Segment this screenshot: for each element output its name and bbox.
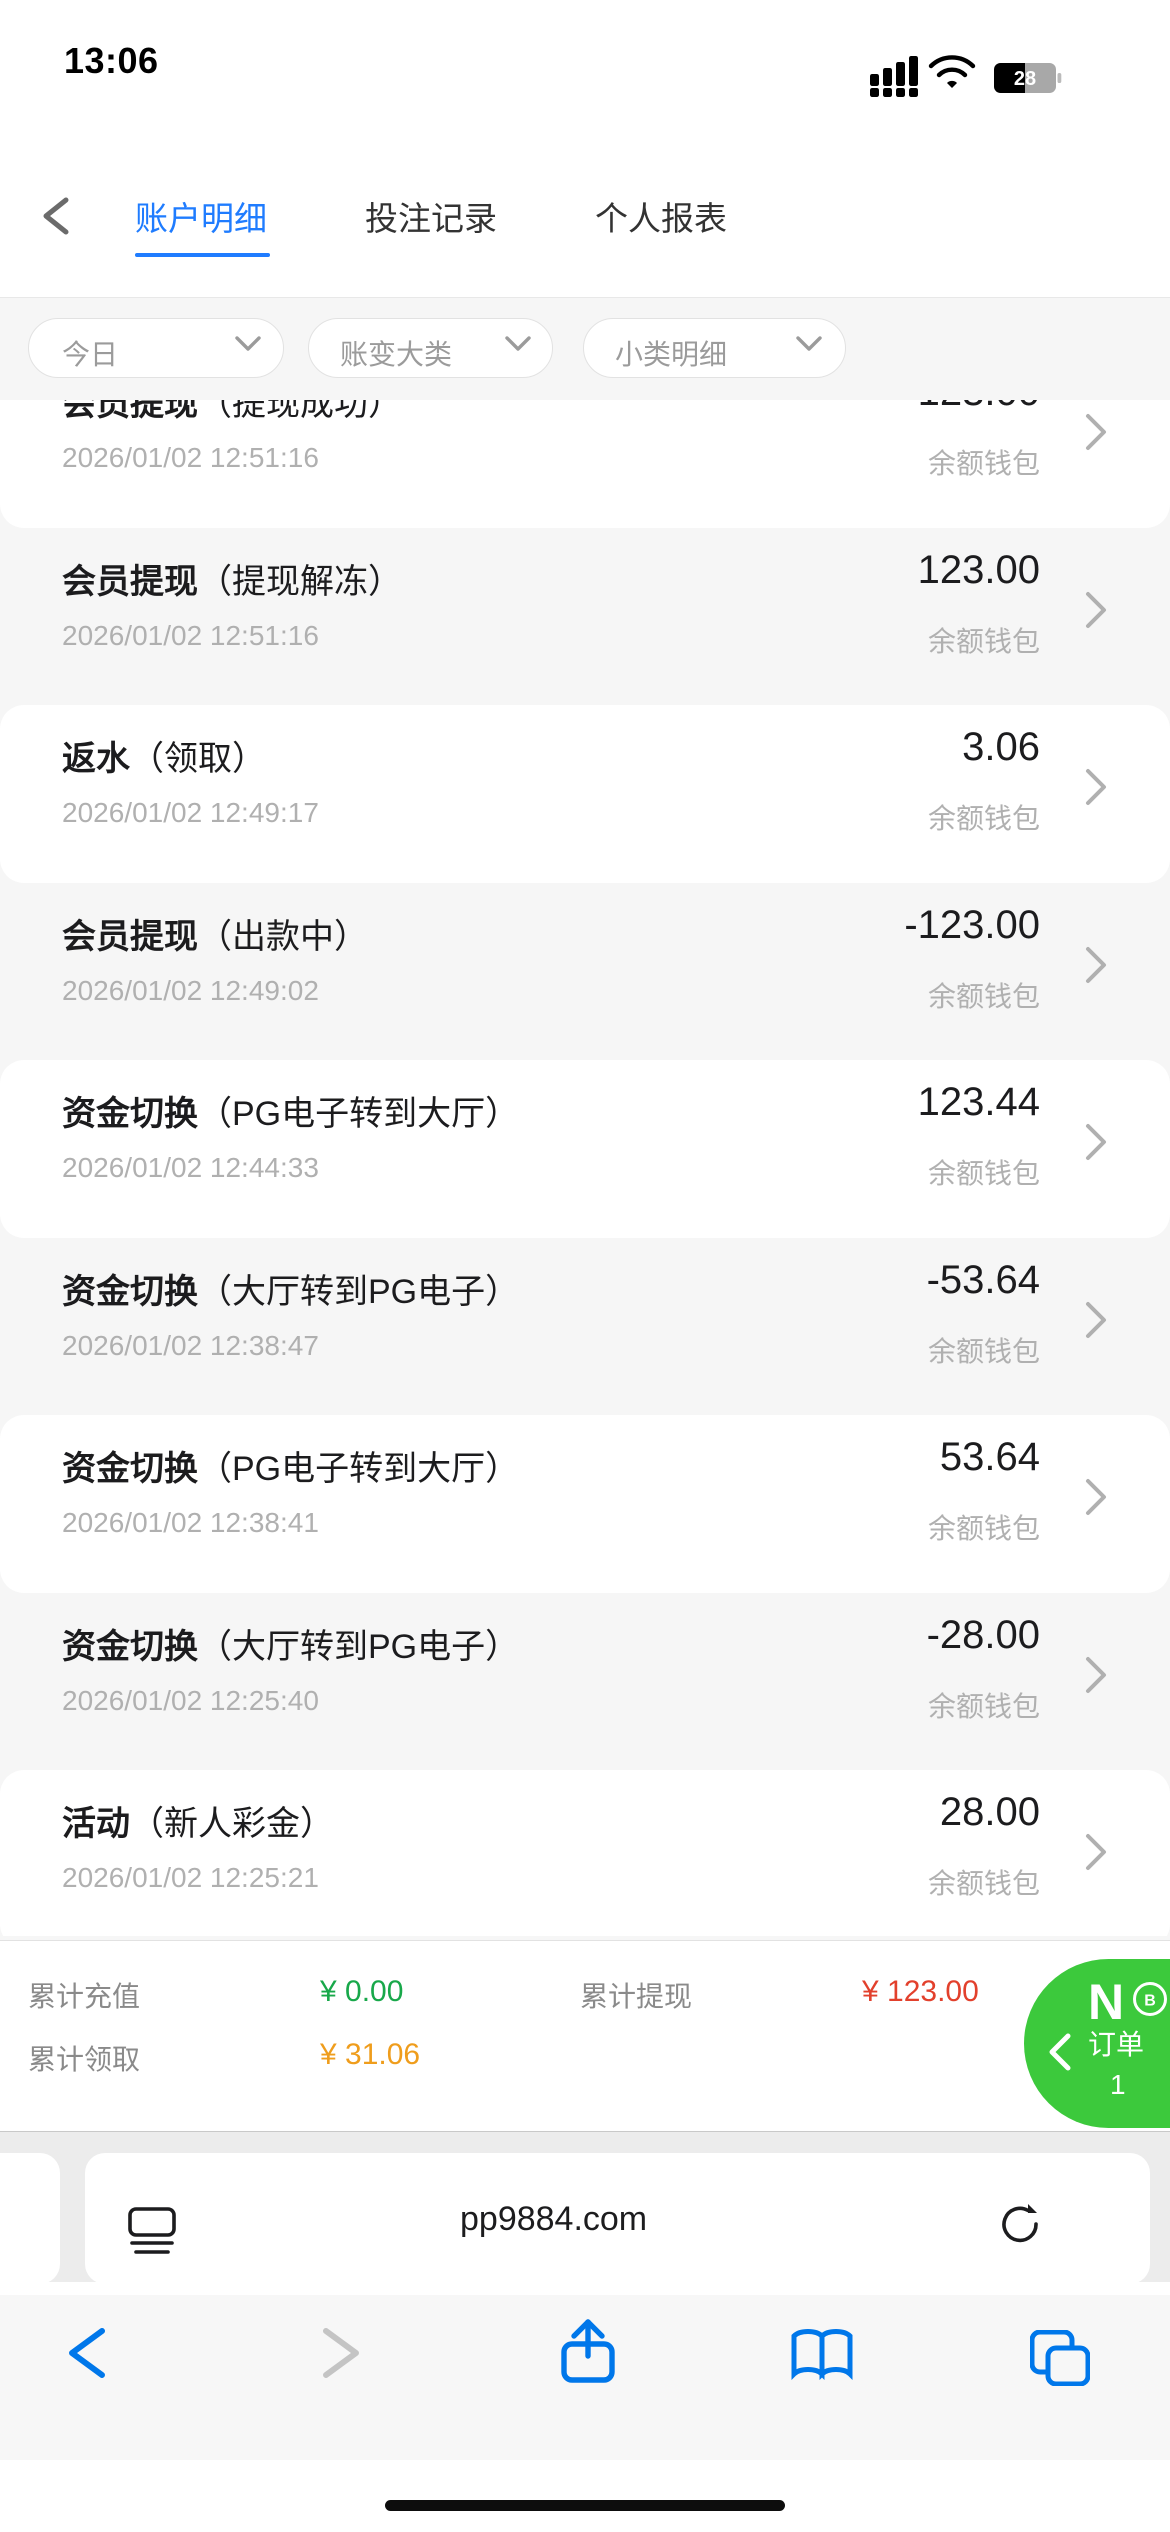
svg-text:B: B	[1144, 1993, 1156, 2010]
svg-text:28: 28	[1014, 68, 1036, 90]
